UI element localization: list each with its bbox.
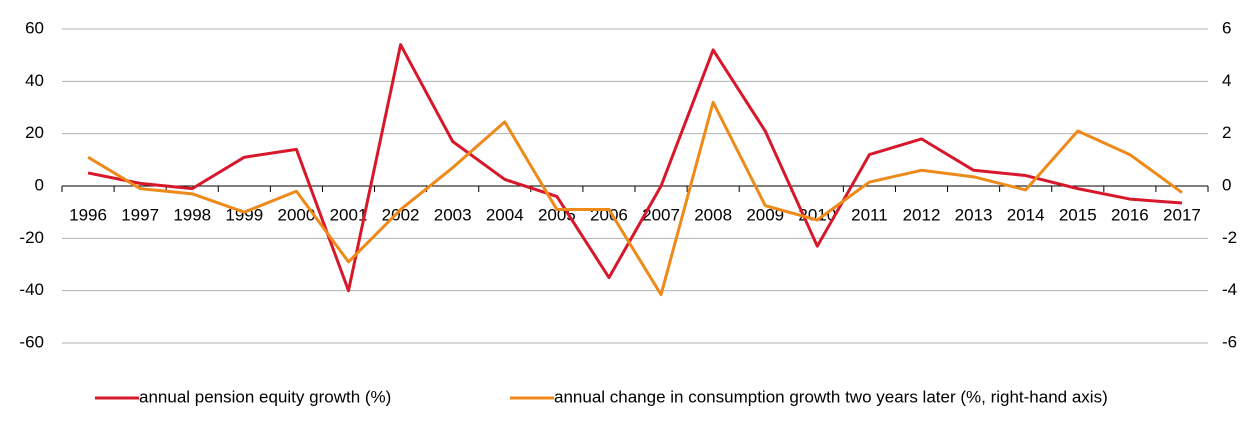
x-tick-label: 2016 — [1111, 205, 1149, 224]
y-tick-label: -40 — [19, 280, 44, 299]
x-tick-label: 2013 — [955, 205, 993, 224]
y-tick-label: 0 — [35, 175, 44, 194]
x-tick-label: 1997 — [121, 205, 159, 224]
x-tick-label: 1996 — [69, 205, 107, 224]
x-tick-label: 2008 — [694, 205, 732, 224]
y-tick-label: 40 — [25, 71, 44, 90]
y-tick-label: -20 — [19, 228, 44, 247]
y2-tick-label: -6 — [1222, 332, 1237, 351]
x-tick-label: 2007 — [642, 205, 680, 224]
x-tick-label: 2009 — [746, 205, 784, 224]
x-tick-label: 2012 — [903, 205, 941, 224]
series-line — [87, 43, 1183, 293]
y-tick-label: 60 — [25, 18, 44, 37]
x-tick-label: 2011 — [851, 205, 888, 224]
y2-tick-label: -2 — [1222, 228, 1237, 247]
legend-label: annual pension equity growth (%) — [139, 387, 391, 406]
x-tick-label: 1998 — [173, 205, 211, 224]
y2-tick-label: 2 — [1222, 123, 1231, 142]
y-tick-label: -60 — [19, 332, 44, 351]
x-tick-label: 2003 — [434, 205, 472, 224]
y2-tick-label: 6 — [1222, 18, 1231, 37]
y2-tick-label: 0 — [1222, 175, 1231, 194]
x-tick-label: 2014 — [1007, 205, 1045, 224]
x-tick-label: 2004 — [486, 205, 524, 224]
x-tick-label: 2017 — [1163, 205, 1201, 224]
x-tick-label: 2000 — [277, 205, 315, 224]
legend-label: annual change in consumption growth two … — [554, 387, 1108, 406]
x-tick-label: 2015 — [1059, 205, 1097, 224]
y-tick-label: 20 — [25, 123, 44, 142]
x-tick-label: 2001 — [330, 205, 368, 224]
x-tick-label: 2010 — [798, 205, 836, 224]
y2-tick-label: -4 — [1222, 280, 1237, 299]
y2-tick-label: 4 — [1222, 71, 1231, 90]
series-line — [87, 100, 1183, 297]
